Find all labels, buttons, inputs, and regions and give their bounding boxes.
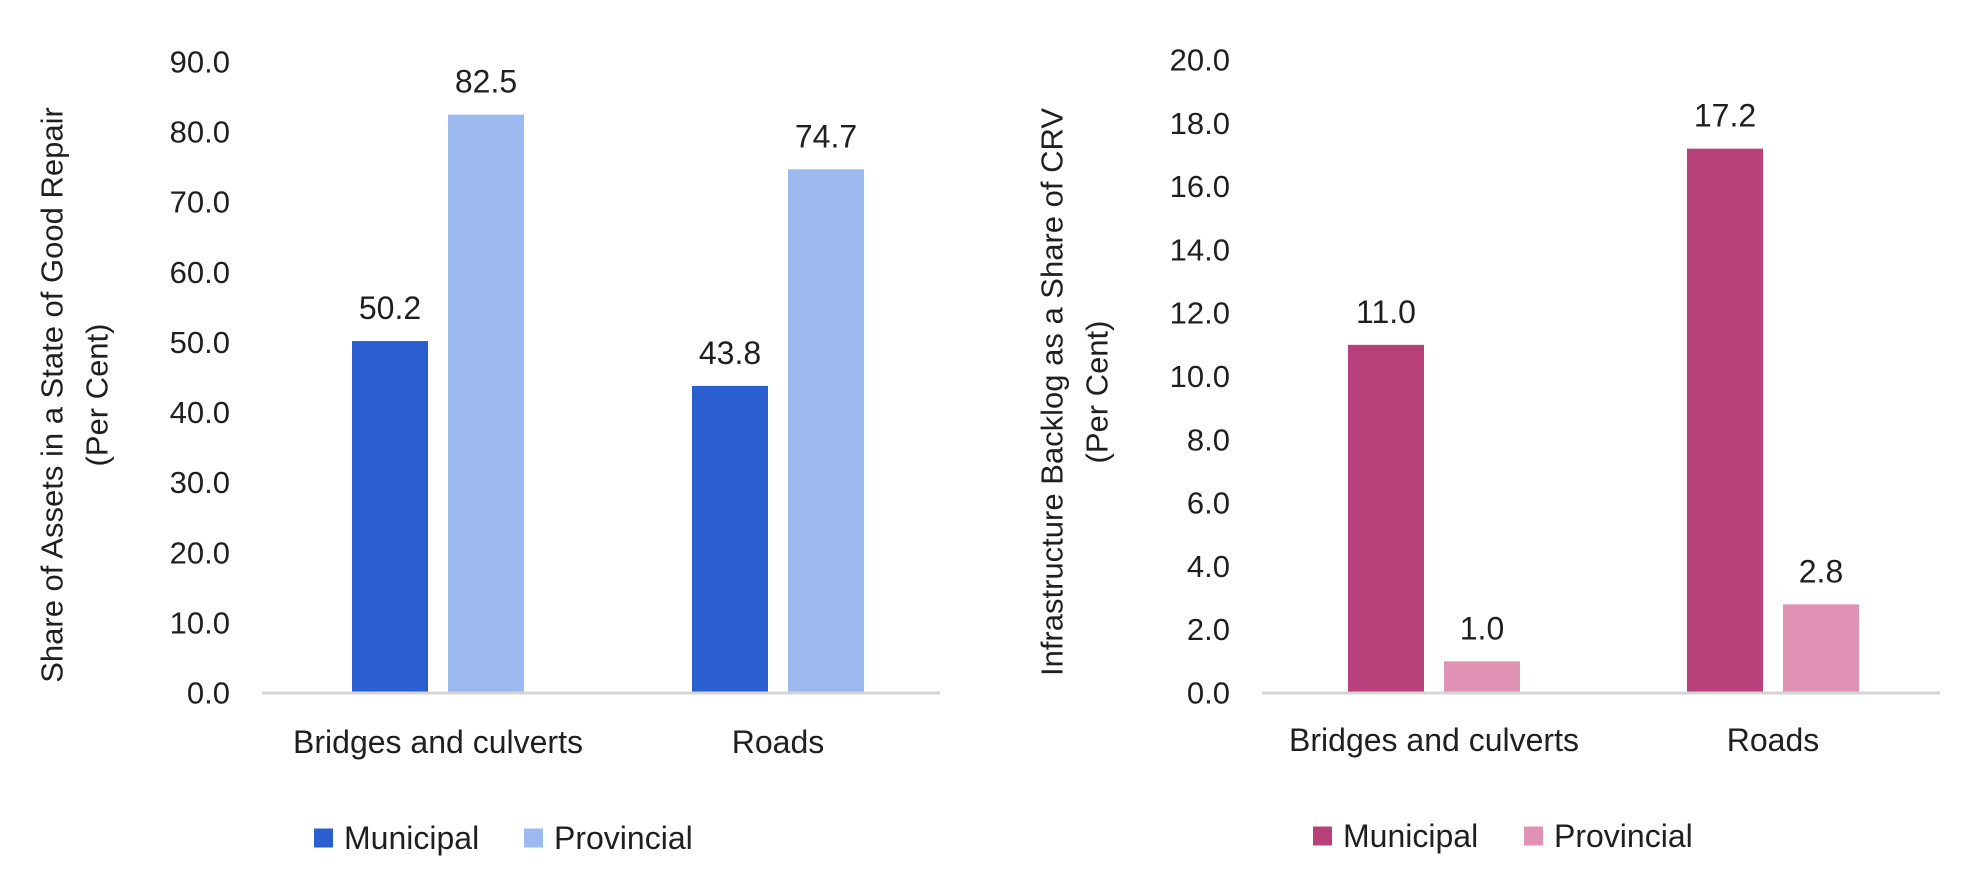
category-label: Bridges and culverts: [293, 724, 583, 760]
data-label: 1.0: [1460, 610, 1504, 646]
y-tick-label: 90.0: [170, 45, 230, 80]
bar-municipal-0: [352, 341, 428, 693]
y-tick-label: 16.0: [1170, 169, 1230, 204]
y-tick-label: 14.0: [1170, 232, 1230, 267]
good-repair-chart: 0.0 10.0 20.0 30.0 40.0 50.0 60.0 70.0 80.0 90.0 S…: [35, 45, 940, 856]
category-label: Bridges and culverts: [1289, 722, 1579, 758]
data-label: 2.8: [1799, 553, 1843, 589]
legend-label: Provincial: [1554, 818, 1693, 854]
y-tick-label: 0.0: [187, 676, 230, 711]
y-tick-label: 70.0: [170, 185, 230, 220]
legend-label: Municipal: [344, 820, 479, 856]
legend-label: Municipal: [1343, 818, 1478, 854]
bar-municipal-0: [1348, 344, 1424, 693]
y-tick-label: 20.0: [170, 535, 230, 570]
y-axis-title: (Per Cent): [80, 324, 115, 467]
y-tick-label: 50.0: [170, 325, 230, 360]
y-axis-title: Infrastructure Backlog as a Share of CRV: [1035, 108, 1070, 676]
bar-municipal-1: [1687, 148, 1763, 693]
y-axis-title: Share of Assets in a State of Good Repai…: [35, 107, 70, 683]
y-tick-label: 30.0: [170, 465, 230, 500]
data-label: 17.2: [1694, 98, 1756, 134]
y-tick-label: 20.0: [1170, 43, 1230, 78]
backlog-chart: 0.0 2.0 4.0 6.0 8.0 10.0 12.0 14.0 16.0 18.0 20.0 I…: [1035, 43, 1940, 854]
y-tick-label: 40.0: [170, 395, 230, 430]
data-label: 50.2: [359, 290, 421, 326]
bar-municipal-1: [692, 385, 768, 693]
legend-swatch: [524, 828, 543, 848]
bar-provincial-1: [1783, 604, 1859, 693]
y-tick-label: 2.0: [1187, 612, 1230, 647]
y-tick-label: 10.0: [170, 605, 230, 640]
y-tick-label: 80.0: [170, 115, 230, 150]
y-tick-label: 18.0: [1170, 106, 1230, 141]
y-axis-title: (Per Cent): [1080, 321, 1115, 464]
legend-swatch: [1524, 826, 1543, 846]
bar-provincial-0: [448, 114, 524, 694]
data-label: 11.0: [1356, 294, 1416, 330]
y-tick-label: 60.0: [170, 255, 230, 290]
y-tick-label: 10.0: [1170, 359, 1230, 394]
category-label: Roads: [1727, 722, 1820, 758]
y-tick-label: 0.0: [1187, 676, 1230, 711]
data-label: 43.8: [699, 335, 761, 371]
y-tick-label: 8.0: [1187, 422, 1230, 457]
category-label: Roads: [732, 724, 825, 760]
data-label: 82.5: [455, 64, 517, 100]
bar-provincial-1: [788, 169, 864, 693]
y-tick-label: 4.0: [1187, 549, 1230, 584]
legend-swatch: [314, 828, 333, 848]
y-tick-label: 12.0: [1170, 296, 1230, 331]
legend-label: Provincial: [554, 820, 693, 856]
data-label: 74.7: [795, 118, 857, 154]
y-tick-label: 6.0: [1187, 486, 1230, 521]
legend-swatch: [1313, 826, 1332, 846]
bar-provincial-0: [1444, 661, 1520, 693]
